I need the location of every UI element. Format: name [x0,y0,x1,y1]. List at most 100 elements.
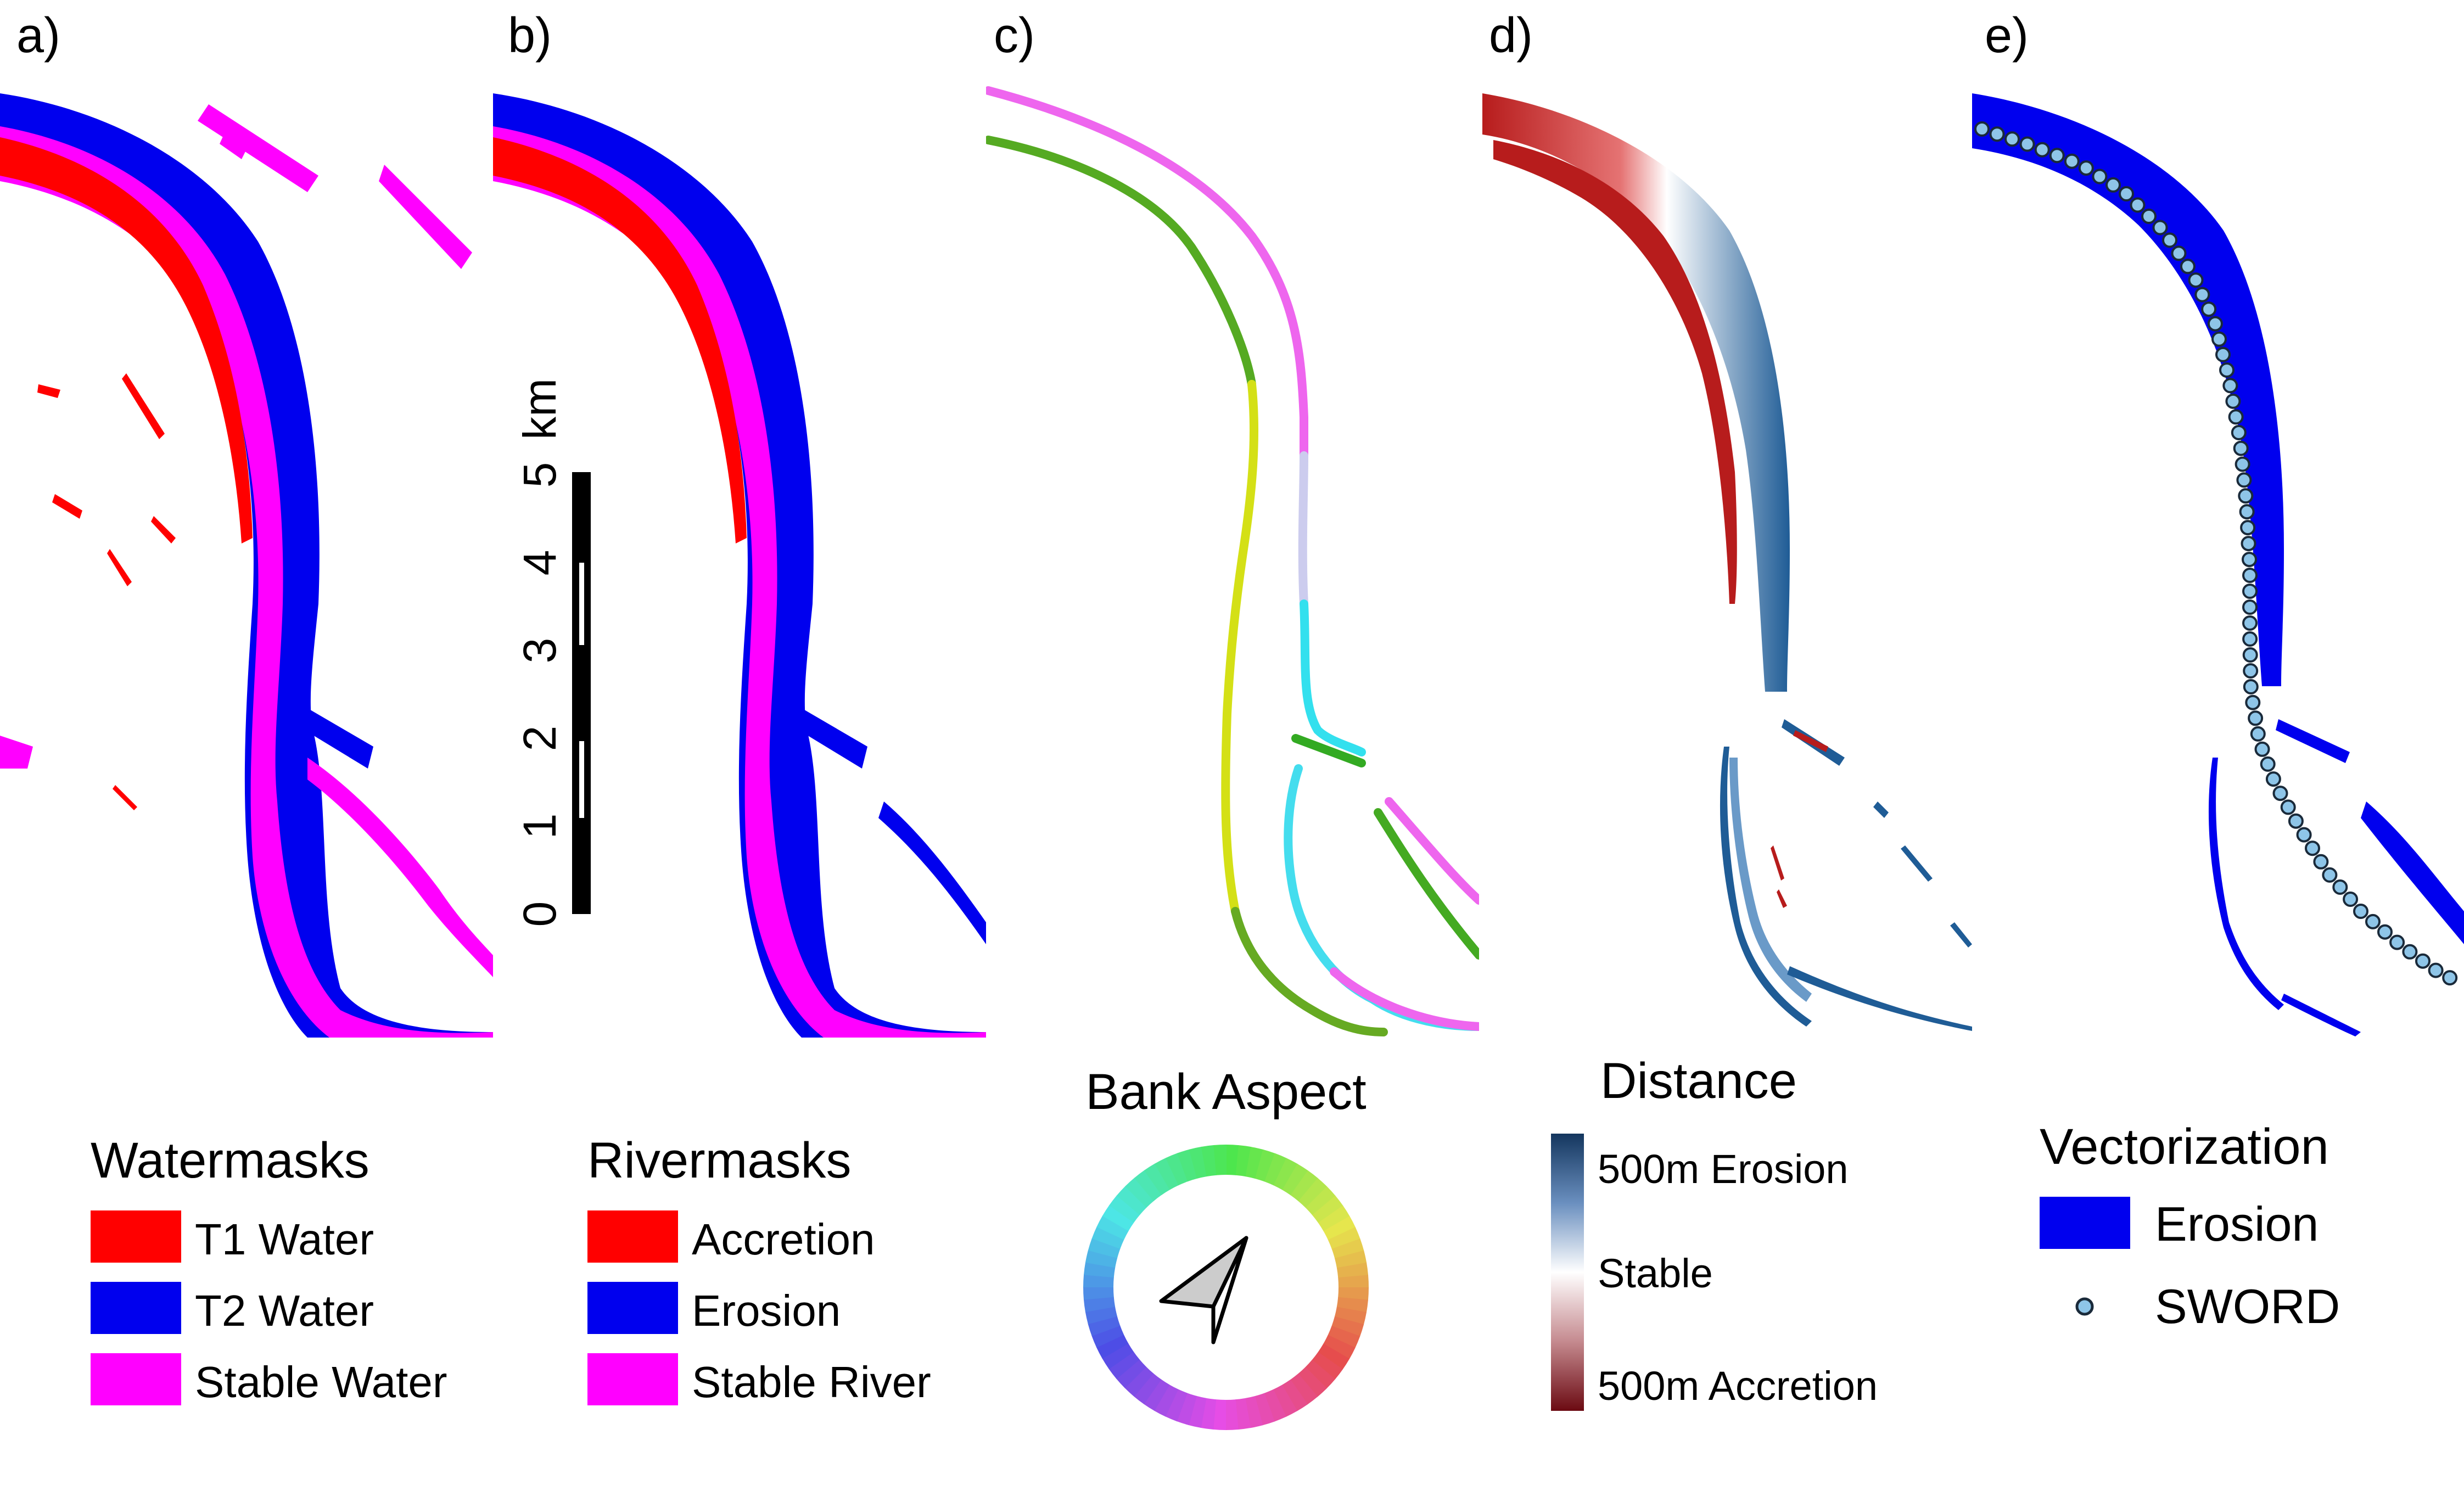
sword-point [2236,472,2252,488]
sword-point [2322,867,2338,883]
aspect-wheel-segment [1088,1316,1121,1336]
distance-band-main [1482,93,1790,692]
legend-erosion-label: Erosion [692,1286,841,1335]
aspect-wheel-segment [1177,1393,1197,1426]
sword-point [2242,615,2258,631]
t2-water-tributary [305,708,373,769]
swatch-stable-river [587,1353,678,1405]
sword-point [2242,568,2258,583]
aspect-wheel-segment [1116,1186,1147,1215]
accretion-band [493,137,747,543]
sword-point [2180,259,2196,274]
sword-point [2225,393,2241,409]
aspect-wheel-segment [1264,1153,1287,1186]
aspect-wheel-segment [1338,1275,1369,1288]
swatch-erosion [587,1282,678,1334]
aspect-wheel-segment [1102,1343,1134,1370]
erosion-band [493,93,986,1038]
sword-point [2241,536,2256,552]
aspect-wheel-segment [1323,1216,1356,1241]
aspect-wheel-segment [1201,1145,1217,1177]
sword-point [2377,924,2393,940]
legend-distance-erosion-label: 500m Erosion [1598,1146,1849,1192]
sword-point [2078,160,2094,176]
sword-point [2219,362,2235,378]
sword-point [2288,813,2304,829]
aspect-wheel-segment [1091,1226,1124,1249]
legend-distance-stable-label: Stable [1598,1251,1713,1296]
legend-distance-title: Distance [1600,1053,1797,1109]
sword-point [2105,177,2121,193]
aspect-wheel-segment [1083,1262,1116,1278]
sword-point [2231,425,2247,440]
sword-point [2245,694,2261,710]
panel-b-label: b) [508,8,552,63]
aspect-wheel-segment [1116,1359,1147,1388]
aspect-wheel-segment [1143,1379,1170,1411]
scale-bar-gap-upper [579,563,584,645]
aspect-wheel-segment [1264,1389,1286,1422]
sword-point [2049,148,2065,164]
aspect-wheel-segment [1166,1153,1188,1186]
sword-point [2296,827,2312,843]
stable-water-tributary [307,758,493,977]
aspect-wheel-segment [1155,1157,1179,1190]
sword-point [2233,440,2249,456]
legend-rivermasks-title: Rivermasks [587,1133,851,1189]
sword-point [2242,647,2258,663]
swatch-sword-point [2075,1297,2094,1316]
legend-stable-water-label: Stable Water [195,1358,447,1406]
sword-point [2215,346,2231,362]
aspect-wheel-segment [1336,1262,1369,1279]
aspect-wheel-segment [1096,1334,1129,1359]
sword-point [2201,301,2217,317]
sword-point [2265,771,2281,787]
north-arrow-icon [1159,1236,1248,1344]
sword-point [1989,126,2005,142]
sword-point [2260,756,2276,772]
legend-vector-erosion-label: Erosion [2155,1197,2319,1251]
sword-point [2248,710,2264,726]
aspect-wheel-segment [1085,1249,1118,1268]
aspect-wheel-segment [1290,1170,1318,1202]
aspect-wheel-segment [1091,1325,1124,1348]
aspect-wheel-segment [1225,1399,1239,1430]
aspect-wheel-segment [1305,1359,1336,1389]
legend-distance: Distance 500m Erosion Stable 500m Accret… [1551,1053,1878,1411]
aspect-wheel-segment [1213,1145,1227,1175]
legend-bank-aspect-title: Bank Aspect [1085,1064,1366,1120]
scale-bar-rect [572,472,591,914]
aspect-wheel-segment [1109,1195,1140,1223]
aspect-wheel-segment [1083,1296,1116,1313]
distance-lower-soft [1729,758,1812,1002]
aspect-wheel-segment [1083,1274,1114,1287]
sword-point [2415,953,2431,969]
t1-water-small-patches [37,373,176,810]
aspect-wheel-segment [1336,1297,1369,1313]
legend-t1-water-label: T1 Water [195,1215,374,1264]
legend-stable-river-label: Stable River [692,1358,931,1406]
sword-point [2238,488,2254,504]
aspect-wheel-segment [1328,1326,1360,1348]
stable-water-left-patch [0,736,33,769]
aspect-wheel-segment [1189,1146,1207,1179]
bank-line-outer-bottom-pink [1330,967,1479,1031]
aspect-wheel-segment [1298,1366,1327,1397]
sword-point [2242,584,2258,599]
aspect-wheel-segment [1255,1149,1275,1182]
aspect-wheel-segment [1235,1145,1252,1177]
legend-sword-label: SWORD [2155,1279,2340,1333]
legend-watermasks: Watermasks T1 Water T2 Water Stable Wate… [91,1133,447,1406]
legend-rivermasks: Rivermasks Accretion Erosion Stable Rive… [587,1133,931,1406]
legend-distance-accretion-label: 500m Accretion [1598,1363,1878,1409]
sword-point [2130,197,2146,213]
distance-tributary-accretion [1793,730,1828,752]
panel-e-label: e) [1985,8,2029,63]
panel-c-map [986,86,1479,1036]
sword-point [2442,970,2458,986]
aspect-wheel-segment [1085,1306,1117,1325]
aspect-wheel-segment [1273,1158,1298,1190]
aspect-wheel-segment [1144,1163,1171,1196]
bank-line-outer [986,86,1308,460]
aspect-wheel-segment [1298,1178,1328,1208]
